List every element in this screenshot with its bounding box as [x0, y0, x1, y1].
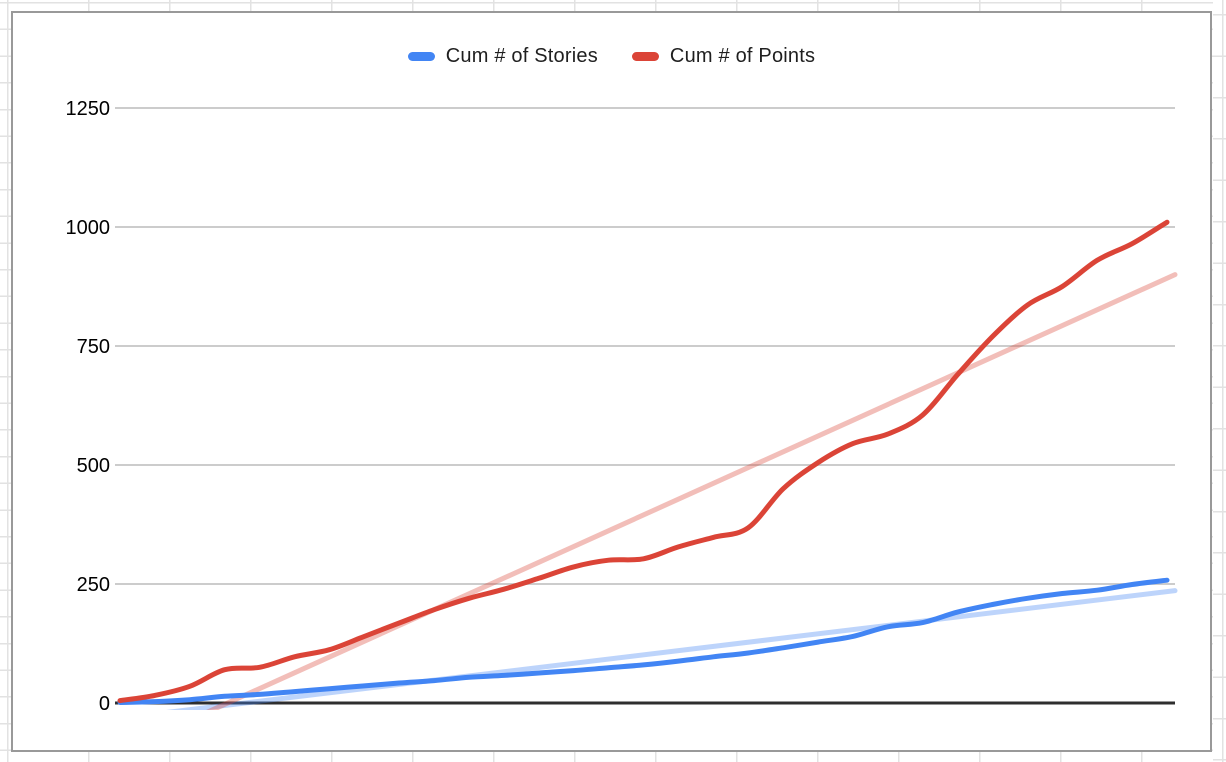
chart-canvas: 0 250 500 750 1000 1250	[66, 98, 1178, 715]
y-tick-label: 500	[77, 455, 110, 477]
y-tick-label: 1000	[66, 217, 111, 239]
gridlines: 0 250 500 750 1000 1250	[66, 98, 1175, 715]
y-tick-label: 1250	[66, 98, 111, 120]
y-tick-label: 250	[77, 574, 110, 596]
y-tick-label: 750	[77, 336, 110, 358]
embedded-chart[interactable]: 0 250 500 750 1000 1250 Cum # of Stories Cum …	[11, 11, 1212, 752]
series-line-points	[117, 219, 1170, 704]
y-tick-label: 0	[99, 693, 110, 715]
spreadsheet-cells-right	[1213, 0, 1226, 762]
series-line-stories	[117, 577, 1170, 705]
trendline-stories	[166, 588, 1178, 710]
trendline-points	[206, 272, 1178, 710]
